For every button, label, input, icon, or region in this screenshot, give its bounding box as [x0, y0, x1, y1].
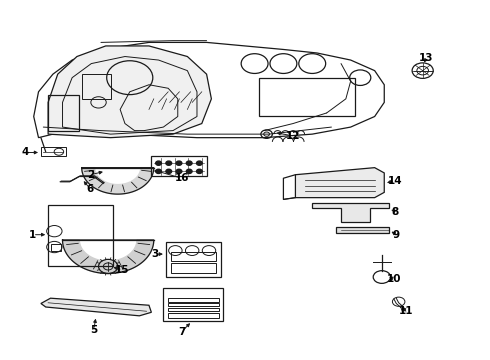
Text: 9: 9: [392, 230, 400, 240]
Text: 7: 7: [178, 327, 185, 337]
Text: 8: 8: [391, 207, 398, 217]
Bar: [48, 205, 113, 266]
Text: 1: 1: [29, 230, 36, 240]
Bar: [82, 74, 111, 99]
Bar: [168, 303, 219, 306]
Polygon shape: [82, 168, 154, 194]
Polygon shape: [336, 226, 389, 233]
Circle shape: [166, 161, 172, 165]
Bar: [48, 95, 79, 131]
Circle shape: [156, 169, 161, 174]
Bar: [41, 147, 66, 156]
Text: 15: 15: [115, 265, 130, 275]
Bar: [151, 156, 207, 176]
Bar: [166, 242, 221, 277]
Text: 12: 12: [286, 131, 300, 141]
Text: 3: 3: [151, 249, 158, 259]
Text: 13: 13: [419, 53, 434, 63]
Circle shape: [176, 161, 182, 165]
Polygon shape: [48, 46, 211, 138]
Text: 4: 4: [22, 148, 29, 157]
Text: 16: 16: [174, 173, 189, 183]
Text: 6: 6: [87, 184, 94, 194]
Circle shape: [176, 169, 182, 174]
Polygon shape: [312, 203, 389, 222]
Circle shape: [196, 169, 202, 174]
Bar: [51, 244, 61, 251]
Bar: [168, 308, 219, 311]
Circle shape: [186, 169, 192, 174]
Circle shape: [196, 161, 202, 165]
Text: 11: 11: [399, 306, 413, 315]
Text: 2: 2: [87, 170, 94, 180]
Bar: [171, 252, 216, 261]
Polygon shape: [41, 298, 151, 316]
Circle shape: [156, 161, 161, 165]
Circle shape: [186, 161, 192, 165]
Bar: [163, 288, 223, 321]
Bar: [168, 298, 219, 302]
Text: 14: 14: [388, 176, 402, 186]
Polygon shape: [63, 240, 154, 274]
Bar: [259, 78, 355, 117]
Text: 5: 5: [90, 325, 98, 335]
Circle shape: [166, 169, 172, 174]
Text: 10: 10: [387, 274, 401, 284]
Bar: [171, 263, 216, 274]
Bar: [168, 312, 219, 318]
Polygon shape: [295, 168, 384, 198]
